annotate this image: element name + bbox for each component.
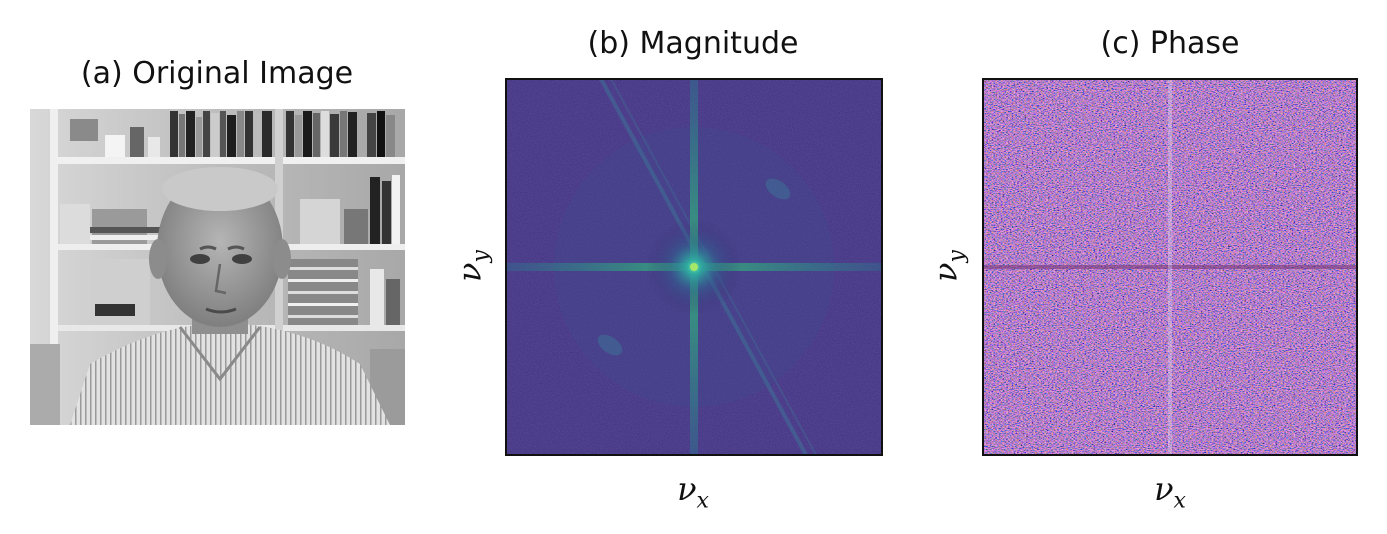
phase-title: (c) Phase (1100, 26, 1240, 61)
phase-x-axis-label: νx (1154, 470, 1186, 514)
phase-y-axis-label: νy (926, 250, 970, 282)
magnitude-spectrum (506, 79, 882, 455)
portrait-photo-image (30, 109, 405, 425)
phase-spectrum (983, 79, 1357, 455)
magnitude-x-axis-label: νx (677, 470, 709, 514)
original-image-title: (a) Original Image (80, 56, 354, 91)
phase-spectrum-image (983, 79, 1357, 455)
magnitude-spectrum-image (506, 79, 882, 455)
magnitude-title: (b) Magnitude (587, 26, 799, 61)
original-image (30, 109, 405, 425)
magnitude-y-axis-label: νy (450, 250, 494, 282)
